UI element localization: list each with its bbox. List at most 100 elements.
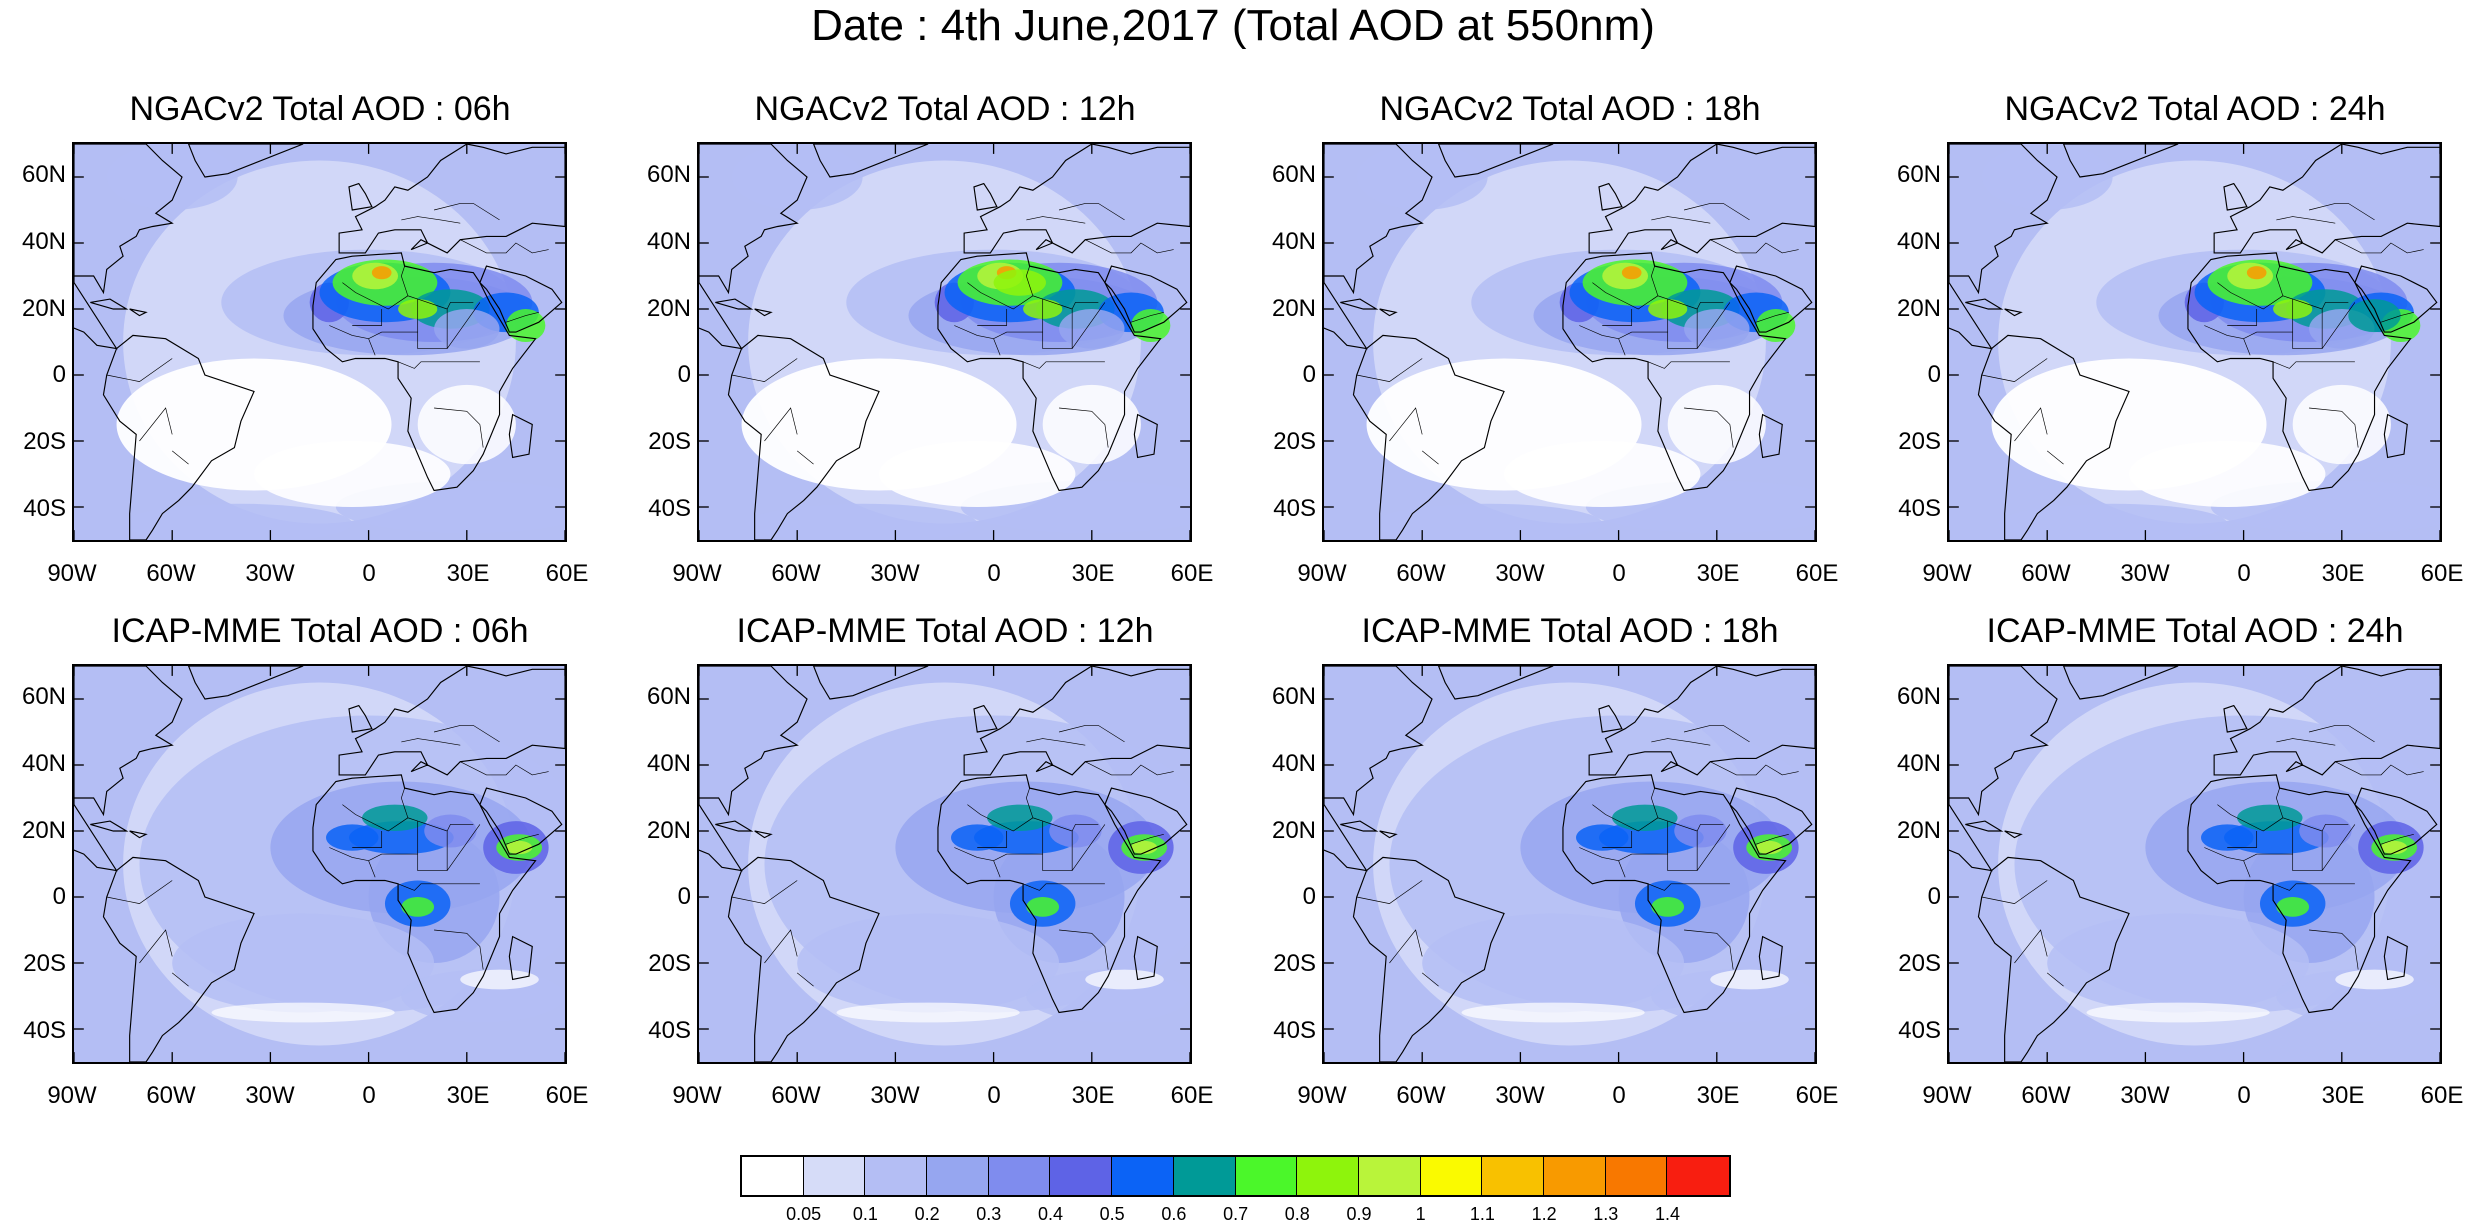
colorbar-swatch bbox=[1482, 1157, 1544, 1195]
lat-tick-label: 20N bbox=[1271, 294, 1316, 322]
lat-tick-label: 40S bbox=[1898, 494, 1941, 522]
lat-tick-label: 60N bbox=[646, 161, 691, 189]
lon-tick-label: 90W bbox=[47, 1082, 97, 1109]
lat-tick-label: 40N bbox=[646, 228, 691, 255]
lon-tick-label: 0 bbox=[362, 1082, 376, 1109]
lat-tick-label: 20N bbox=[646, 816, 691, 844]
lon-tick-label: 30E bbox=[446, 560, 490, 587]
map-icap-3 bbox=[1322, 664, 1817, 1064]
lat-tick-label: 60N bbox=[1896, 161, 1941, 189]
lat-tick-label: 40N bbox=[1271, 228, 1316, 255]
lat-tick-label: 60N bbox=[1896, 683, 1941, 711]
lon-tick-label: 30E bbox=[1696, 1082, 1740, 1109]
lat-tick-label: 40S bbox=[648, 1016, 691, 1044]
map-icap-4 bbox=[1947, 664, 2442, 1064]
colorbar-swatch bbox=[927, 1157, 989, 1195]
panel-title-ngac-18h: NGACv2 Total AOD : 18h bbox=[1379, 90, 1761, 128]
map-icap-2 bbox=[697, 664, 1192, 1064]
colorbar-swatch bbox=[865, 1157, 928, 1195]
lat-tick-label: 40N bbox=[21, 228, 66, 255]
lon-tick-label: 60E bbox=[2420, 560, 2464, 587]
lat-tick-label: 40N bbox=[1271, 750, 1316, 777]
map-ngac-4 bbox=[1947, 142, 2442, 542]
map-icap-1 bbox=[72, 664, 567, 1064]
lat-tick-label: 0 bbox=[1927, 883, 1941, 911]
lat-tick-label: 40S bbox=[648, 494, 691, 522]
lat-tick-label: 20S bbox=[23, 950, 66, 977]
lat-tick-label: 0 bbox=[1927, 361, 1941, 389]
colorbar-level-label: 0.9 bbox=[1346, 1204, 1372, 1224]
lon-tick-label: 60W bbox=[1396, 1082, 1446, 1109]
colorbar-swatch bbox=[1235, 1157, 1298, 1195]
colorbar-level-label: 1.3 bbox=[1593, 1204, 1619, 1224]
lat-tick-label: 40S bbox=[23, 1016, 66, 1044]
colorbar-swatch bbox=[803, 1157, 866, 1195]
lat-tick-label: 40S bbox=[1273, 494, 1316, 522]
colorbar-level-label: 0.8 bbox=[1284, 1204, 1310, 1224]
lat-tick-label: 0 bbox=[1302, 361, 1316, 389]
colorbar-level-label: 0.4 bbox=[1037, 1204, 1064, 1224]
panel-title-ngac-24h: NGACv2 Total AOD : 24h bbox=[2004, 90, 2386, 128]
lon-tick-label: 30W bbox=[2120, 1082, 2170, 1109]
lon-tick-label: 30E bbox=[2321, 560, 2365, 587]
lon-tick-label: 0 bbox=[987, 1082, 1001, 1109]
panel-title-icap-12h: ICAP-MME Total AOD : 12h bbox=[736, 612, 1154, 650]
lat-tick-label: 40S bbox=[1273, 1016, 1316, 1044]
lat-tick-label: 20S bbox=[23, 428, 66, 455]
colorbar-level-label: 0.1 bbox=[852, 1204, 878, 1224]
lon-tick-label: 60W bbox=[146, 1082, 196, 1109]
colorbar-swatch bbox=[1050, 1157, 1113, 1195]
lat-tick-label: 20N bbox=[1271, 816, 1316, 844]
lon-tick-label: 90W bbox=[672, 560, 722, 587]
lat-tick-label: 20N bbox=[1896, 816, 1941, 844]
lon-tick-label: 30W bbox=[245, 1082, 295, 1109]
map-ngac-2 bbox=[697, 142, 1192, 542]
lon-tick-label: 30W bbox=[2120, 560, 2170, 587]
colorbar-level-label: 0.5 bbox=[1099, 1204, 1125, 1224]
lon-tick-label: 60E bbox=[545, 1082, 589, 1109]
lat-tick-label: 40S bbox=[23, 494, 66, 522]
lat-tick-label: 0 bbox=[677, 883, 691, 911]
lon-tick-label: 30E bbox=[1071, 560, 1115, 587]
map-ngac-3 bbox=[1322, 142, 1817, 542]
lon-tick-label: 60W bbox=[771, 1082, 821, 1109]
figure-title: Date : 4th June,2017 (Total AOD at 550nm… bbox=[811, 1, 1655, 50]
lat-tick-label: 20N bbox=[21, 816, 66, 844]
lat-tick-label: 20S bbox=[1898, 950, 1941, 977]
map-ngac-1 bbox=[72, 142, 567, 542]
colorbar-level-label: 0.2 bbox=[914, 1204, 940, 1224]
lon-tick-label: 60W bbox=[2021, 560, 2071, 587]
lon-tick-label: 90W bbox=[47, 560, 97, 587]
colorbar-swatch bbox=[1173, 1157, 1236, 1195]
lon-tick-label: 30W bbox=[245, 560, 295, 587]
lat-tick-label: 0 bbox=[1302, 883, 1316, 911]
lat-tick-label: 40S bbox=[1898, 1016, 1941, 1044]
lat-tick-label: 20S bbox=[1273, 428, 1316, 455]
colorbar-level-label: 0.6 bbox=[1161, 1204, 1187, 1224]
colorbar-level-label: 1.1 bbox=[1469, 1204, 1495, 1224]
lon-tick-label: 30W bbox=[870, 560, 920, 587]
lat-tick-label: 60N bbox=[1271, 683, 1316, 711]
panel-title-ngac-12h: NGACv2 Total AOD : 12h bbox=[754, 90, 1136, 128]
colorbar-swatch bbox=[1112, 1157, 1174, 1195]
lon-tick-label: 0 bbox=[1612, 1082, 1626, 1109]
lon-tick-label: 30E bbox=[2321, 1082, 2365, 1109]
lat-tick-label: 60N bbox=[21, 161, 66, 189]
colorbar-swatch bbox=[1420, 1157, 1483, 1195]
lat-tick-label: 40N bbox=[21, 750, 66, 777]
colorbar bbox=[740, 1155, 1731, 1197]
lon-tick-label: 60E bbox=[1170, 560, 1214, 587]
lat-tick-label: 60N bbox=[646, 683, 691, 711]
colorbar-swatch bbox=[1605, 1157, 1668, 1195]
lon-tick-label: 30E bbox=[446, 1082, 490, 1109]
lat-tick-label: 20S bbox=[1273, 950, 1316, 977]
lon-tick-label: 90W bbox=[672, 1082, 722, 1109]
panel-title-ngac-06h: NGACv2 Total AOD : 06h bbox=[129, 90, 511, 128]
panel-title-icap-24h: ICAP-MME Total AOD : 24h bbox=[1986, 612, 2404, 650]
lon-tick-label: 30W bbox=[870, 1082, 920, 1109]
lat-tick-label: 40N bbox=[1896, 228, 1941, 255]
colorbar-level-label: 1 bbox=[1415, 1204, 1426, 1224]
lon-tick-label: 60W bbox=[146, 560, 196, 587]
lon-tick-label: 30W bbox=[1495, 560, 1545, 587]
panel-title-icap-18h: ICAP-MME Total AOD : 18h bbox=[1361, 612, 1779, 650]
